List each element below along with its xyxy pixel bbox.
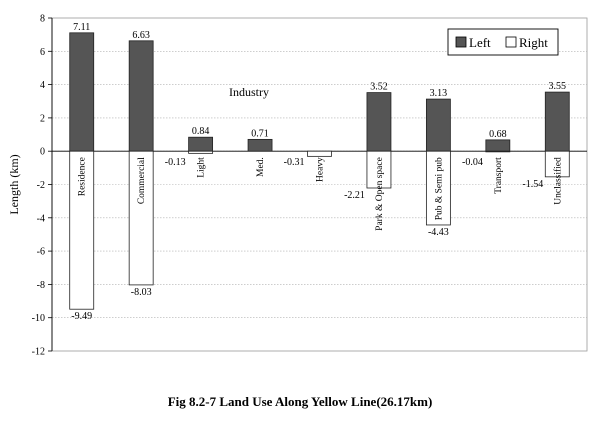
data-label-right: -4.43 <box>428 227 449 238</box>
bar-left <box>544 91 570 152</box>
y-tick-label: -10 <box>32 313 45 324</box>
bar-right <box>188 150 214 154</box>
group-annotation: Industry <box>229 85 269 99</box>
data-label-left: 7.11 <box>73 22 90 33</box>
y-tick-label: -8 <box>37 280 45 291</box>
category-label: Pub & Semi pub <box>434 157 444 220</box>
legend-swatch-left <box>455 36 467 48</box>
data-label-right: -8.03 <box>131 287 152 298</box>
figure-caption: Fig 8.2-7 Land Use Along Yellow Line(26.… <box>167 394 433 409</box>
data-label-left: 3.52 <box>370 82 388 93</box>
data-label-right: -2.21 <box>344 190 365 201</box>
category-label: Heavy <box>316 157 326 182</box>
bar-left <box>425 98 451 152</box>
category-label: Residence <box>78 157 88 196</box>
y-tick-label: -2 <box>37 180 45 191</box>
data-label-right: -9.49 <box>71 311 92 322</box>
y-tick-label: -6 <box>37 247 45 258</box>
category-label: Light <box>197 157 207 178</box>
data-label-right: -1.54 <box>522 179 543 190</box>
y-axis-label: Length (km) <box>7 154 21 214</box>
y-tick-label: -12 <box>32 347 45 358</box>
bar-right <box>69 150 95 310</box>
category-label: Park & Open space <box>375 157 385 231</box>
bar-right <box>366 150 392 189</box>
legend-label-left: Left <box>469 35 491 50</box>
data-label-left: 0.71 <box>251 128 269 139</box>
category-label: Unclassified <box>552 157 563 205</box>
y-tick-label: -4 <box>37 213 45 224</box>
bar-right <box>307 150 332 157</box>
bar-right <box>128 150 154 286</box>
category-label: Transport <box>494 157 504 194</box>
bar-left <box>188 136 214 152</box>
y-tick-label: 8 <box>40 14 45 25</box>
data-label-left: 3.55 <box>549 81 567 92</box>
data-label-right: -0.31 <box>284 157 305 168</box>
bar-right <box>544 150 570 178</box>
bar-right <box>425 150 451 226</box>
data-label-right: -0.13 <box>165 157 186 168</box>
bar-left <box>485 139 511 152</box>
legend-label-right: Right <box>519 35 548 50</box>
bar-left <box>128 40 154 152</box>
data-label-left: 6.63 <box>132 30 150 41</box>
legend-swatch-right <box>505 36 517 48</box>
y-tick-label: 0 <box>40 147 45 158</box>
bar-left <box>247 138 273 152</box>
category-label: Med. <box>256 157 266 177</box>
y-tick-label: 6 <box>40 47 45 58</box>
category-label: Commercial <box>137 157 147 204</box>
y-tick-label: 4 <box>40 80 45 91</box>
data-label-right: -0.04 <box>462 157 483 168</box>
data-label-left: 0.84 <box>192 126 210 137</box>
bar-right <box>485 150 511 153</box>
bar-left <box>69 32 95 152</box>
y-tick-label: 2 <box>40 113 45 124</box>
data-label-left: 0.68 <box>489 129 507 140</box>
bar-left <box>366 92 392 152</box>
land-use-bar-chart: 8 6 4 2 0 -2 -4 -6 -8 -10 -12 Length (km) 7.11 -9.49 R… <box>7 14 588 358</box>
data-label-left: 3.13 <box>430 88 448 99</box>
